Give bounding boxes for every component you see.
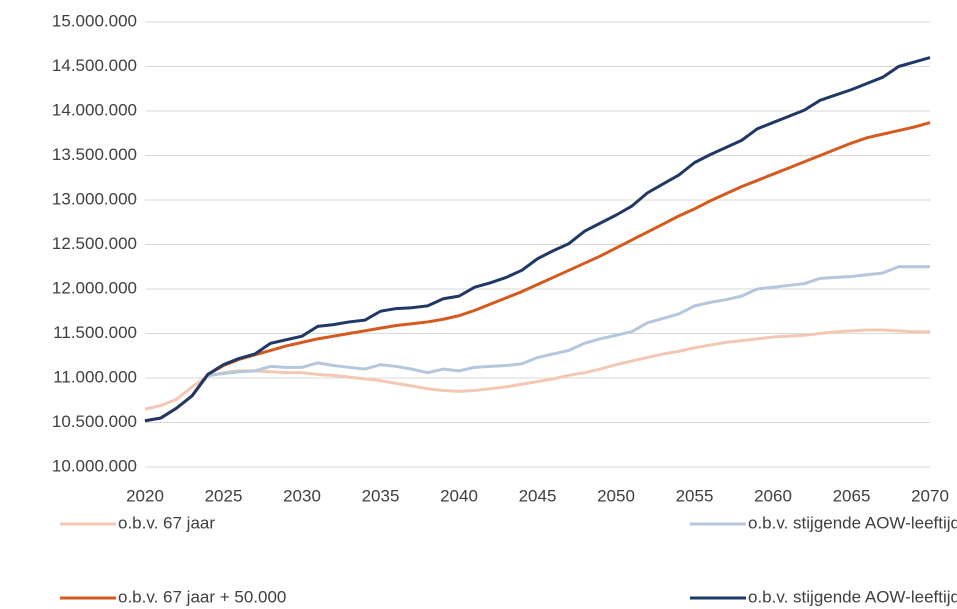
x-tick-label: 2070: [911, 486, 949, 505]
legend-label: o.b.v. 67 jaar: [118, 513, 215, 532]
x-tick-label: 2040: [440, 486, 478, 505]
legend-label: o.b.v. 67 jaar + 50.000: [118, 587, 286, 606]
y-tick-label: 11.500.000: [53, 323, 137, 342]
series-line: [144, 265, 930, 423]
x-tick-label: 2045: [519, 486, 557, 505]
x-tick-label: 2060: [754, 486, 792, 505]
y-tick-label: 13.500.000: [52, 145, 137, 164]
y-tick-label: 11.000.000: [53, 367, 137, 386]
x-tick-label: 2035: [362, 486, 400, 505]
x-tick-label: 2055: [676, 486, 714, 505]
legend-label: o.b.v. stijgende AOW-leeftijd: [748, 513, 957, 532]
x-tick-label: 2065: [833, 486, 871, 505]
series-line: [144, 56, 931, 423]
y-tick-label: 10.500.000: [52, 412, 137, 431]
y-tick-label: 15.000.000: [52, 11, 137, 30]
y-tick-label: 10.000.000: [52, 456, 137, 475]
x-tick-label: 2025: [205, 486, 243, 505]
y-tick-label: 13.000.000: [52, 189, 137, 208]
y-tick-label: 14.500.000: [52, 56, 137, 75]
y-tick-label: 14.000.000: [52, 100, 137, 119]
y-tick-label: 12.500.000: [52, 234, 137, 253]
legend-label: o.b.v. stijgende AOW-leeftijd + 50.000: [748, 587, 957, 606]
series-line: [144, 328, 930, 411]
x-tick-label: 2030: [283, 486, 321, 505]
series-line: [144, 121, 931, 423]
x-tick-label: 2020: [126, 486, 164, 505]
x-tick-label: 2050: [597, 486, 635, 505]
y-tick-label: 12.000.000: [52, 278, 137, 297]
